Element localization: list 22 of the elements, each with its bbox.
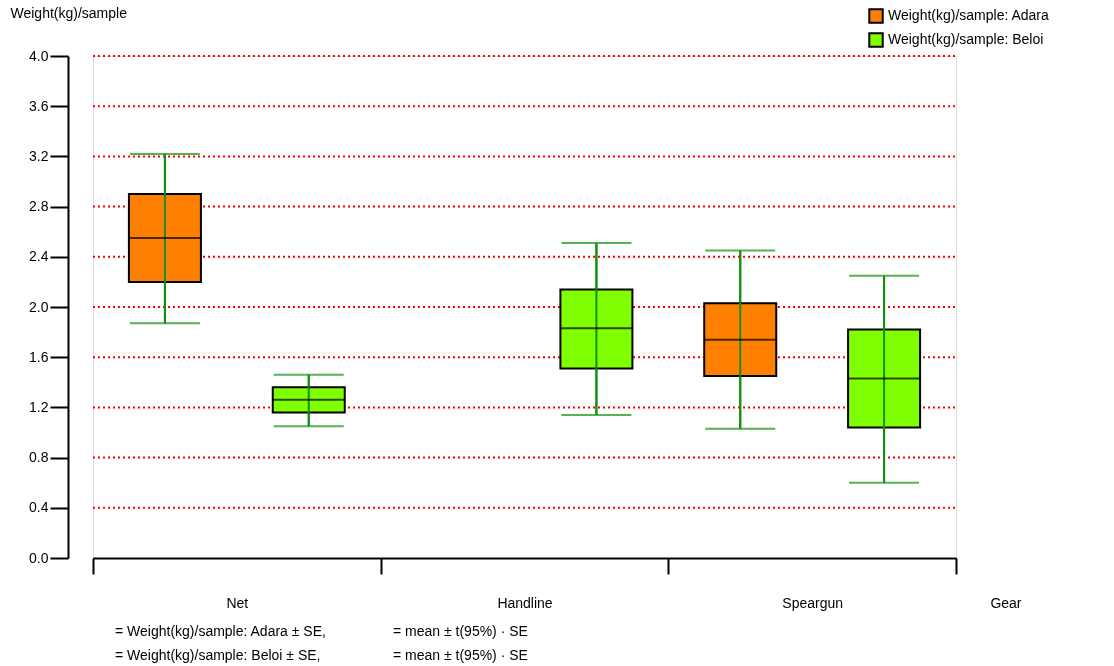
text: = mean ± t(95%) · SE — [393, 623, 528, 639]
x-tick-label: Handline — [497, 594, 553, 611]
y-tick-label: 0.8 — [29, 449, 49, 466]
x-tick-label: Net — [226, 594, 249, 611]
x-axis-title: Gear — [990, 594, 1022, 611]
legend-label: Weight(kg)/sample: Beloi — [888, 31, 1044, 47]
text: = mean ± t(95%) · SE — [393, 647, 528, 663]
y-tick-label: 0.0 — [29, 549, 49, 566]
text: = Weight(kg)/sample: Beloi ± SE, — [115, 647, 321, 663]
y-tick-label: 3.6 — [29, 97, 49, 114]
y-tick-label: 2.8 — [29, 198, 49, 215]
y-tick-label: 1.6 — [29, 348, 49, 365]
y-tick-label: 3.2 — [29, 147, 49, 164]
y-tick-label: 2.0 — [29, 298, 49, 315]
x-tick-label: Speargun — [782, 594, 844, 611]
legend-label: Weight(kg)/sample: Adara — [888, 7, 1050, 23]
y-tick-label: 1.2 — [29, 398, 49, 415]
y-tick-label: 4.0 — [29, 47, 49, 64]
y-axis-title: Weight(kg)/sample — [10, 4, 128, 21]
y-tick-label: 0.4 — [29, 499, 49, 516]
text: = Weight(kg)/sample: Adara ± SE, — [115, 623, 326, 639]
y-tick-label: 2.4 — [29, 248, 49, 265]
